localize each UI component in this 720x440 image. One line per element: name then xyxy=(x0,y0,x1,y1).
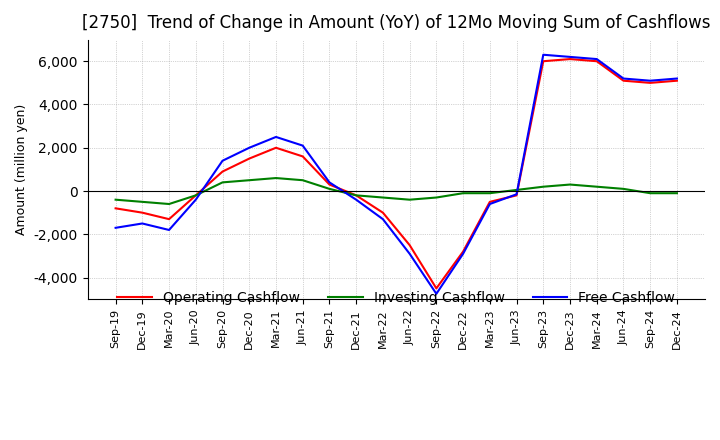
Investing Cashflow xyxy=(566,182,575,187)
Y-axis label: Amount (million yen): Amount (million yen) xyxy=(15,104,28,235)
Investing Cashflow xyxy=(593,184,601,189)
Investing Cashflow xyxy=(298,178,307,183)
Operating Cashflow xyxy=(165,216,174,222)
Operating Cashflow xyxy=(138,210,147,215)
Investing Cashflow xyxy=(672,191,681,196)
Line: Operating Cashflow: Operating Cashflow xyxy=(116,59,677,288)
Operating Cashflow xyxy=(405,242,414,248)
Operating Cashflow xyxy=(271,145,280,150)
Free Cashflow xyxy=(298,143,307,148)
Operating Cashflow xyxy=(325,182,334,187)
Free Cashflow xyxy=(271,134,280,139)
Investing Cashflow xyxy=(619,186,628,191)
Operating Cashflow xyxy=(298,154,307,159)
Free Cashflow xyxy=(218,158,227,163)
Title: [2750]  Trend of Change in Amount (YoY) of 12Mo Moving Sum of Cashflows: [2750] Trend of Change in Amount (YoY) o… xyxy=(82,15,711,33)
Investing Cashflow xyxy=(192,193,200,198)
Investing Cashflow xyxy=(512,187,521,193)
Free Cashflow xyxy=(485,202,494,207)
Operating Cashflow xyxy=(245,156,253,161)
Investing Cashflow xyxy=(138,199,147,205)
Operating Cashflow xyxy=(459,249,467,254)
Free Cashflow xyxy=(112,225,120,231)
Operating Cashflow xyxy=(593,59,601,64)
Operating Cashflow xyxy=(192,193,200,198)
Free Cashflow xyxy=(566,54,575,59)
Free Cashflow xyxy=(165,227,174,233)
Investing Cashflow xyxy=(352,193,361,198)
Investing Cashflow xyxy=(218,180,227,185)
Investing Cashflow xyxy=(325,186,334,191)
Free Cashflow xyxy=(512,192,521,197)
Operating Cashflow xyxy=(432,286,441,291)
Investing Cashflow xyxy=(405,197,414,202)
Operating Cashflow xyxy=(566,56,575,62)
Free Cashflow xyxy=(138,221,147,226)
Free Cashflow xyxy=(325,180,334,185)
Operating Cashflow xyxy=(218,169,227,174)
Investing Cashflow xyxy=(459,191,467,196)
Free Cashflow xyxy=(192,197,200,202)
Line: Investing Cashflow: Investing Cashflow xyxy=(116,178,677,204)
Operating Cashflow xyxy=(379,210,387,215)
Operating Cashflow xyxy=(539,59,548,64)
Operating Cashflow xyxy=(485,199,494,205)
Operating Cashflow xyxy=(619,78,628,83)
Free Cashflow xyxy=(619,76,628,81)
Free Cashflow xyxy=(245,145,253,150)
Free Cashflow xyxy=(539,52,548,57)
Free Cashflow xyxy=(432,291,441,297)
Investing Cashflow xyxy=(539,184,548,189)
Operating Cashflow xyxy=(512,193,521,198)
Line: Free Cashflow: Free Cashflow xyxy=(116,55,677,294)
Operating Cashflow xyxy=(352,193,361,198)
Investing Cashflow xyxy=(271,176,280,181)
Operating Cashflow xyxy=(646,80,654,85)
Free Cashflow xyxy=(352,197,361,202)
Free Cashflow xyxy=(379,216,387,222)
Free Cashflow xyxy=(593,56,601,62)
Free Cashflow xyxy=(646,78,654,83)
Free Cashflow xyxy=(405,251,414,257)
Operating Cashflow xyxy=(112,205,120,211)
Investing Cashflow xyxy=(245,178,253,183)
Investing Cashflow xyxy=(165,202,174,207)
Investing Cashflow xyxy=(112,197,120,202)
Investing Cashflow xyxy=(379,195,387,200)
Legend: Operating Cashflow, Investing Cashflow, Free Cashflow: Operating Cashflow, Investing Cashflow, … xyxy=(117,291,675,305)
Free Cashflow xyxy=(672,76,681,81)
Operating Cashflow xyxy=(672,78,681,83)
Investing Cashflow xyxy=(646,191,654,196)
Free Cashflow xyxy=(459,251,467,257)
Investing Cashflow xyxy=(485,191,494,196)
Investing Cashflow xyxy=(432,195,441,200)
